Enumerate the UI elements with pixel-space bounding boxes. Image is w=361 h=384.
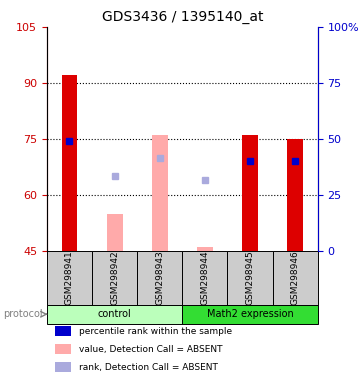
Bar xyxy=(55,326,71,336)
Text: GSM298945: GSM298945 xyxy=(245,250,255,305)
Text: rank, Detection Call = ABSENT: rank, Detection Call = ABSENT xyxy=(79,362,218,371)
Text: GSM298943: GSM298943 xyxy=(155,250,164,305)
FancyBboxPatch shape xyxy=(47,251,92,305)
Title: GDS3436 / 1395140_at: GDS3436 / 1395140_at xyxy=(101,10,263,25)
FancyBboxPatch shape xyxy=(47,305,182,324)
FancyBboxPatch shape xyxy=(137,251,182,305)
Text: GSM298941: GSM298941 xyxy=(65,250,74,305)
Bar xyxy=(197,247,213,251)
Bar xyxy=(107,214,122,251)
FancyBboxPatch shape xyxy=(182,305,318,324)
Bar xyxy=(152,135,168,251)
FancyBboxPatch shape xyxy=(182,251,227,305)
Bar xyxy=(62,75,77,251)
Bar xyxy=(287,139,303,251)
Bar xyxy=(55,308,71,318)
Bar xyxy=(242,135,258,251)
FancyBboxPatch shape xyxy=(227,251,273,305)
Bar xyxy=(55,362,71,372)
Text: control: control xyxy=(98,309,131,319)
Text: GSM298942: GSM298942 xyxy=(110,250,119,305)
Text: GSM298944: GSM298944 xyxy=(200,250,209,305)
Text: Math2 expression: Math2 expression xyxy=(206,309,293,319)
Bar xyxy=(55,344,71,354)
Text: GSM298946: GSM298946 xyxy=(291,250,300,305)
FancyBboxPatch shape xyxy=(92,251,137,305)
Text: protocol: protocol xyxy=(4,309,43,319)
FancyBboxPatch shape xyxy=(273,251,318,305)
Text: count: count xyxy=(79,309,105,318)
Text: percentile rank within the sample: percentile rank within the sample xyxy=(79,327,232,336)
Text: value, Detection Call = ABSENT: value, Detection Call = ABSENT xyxy=(79,344,223,354)
